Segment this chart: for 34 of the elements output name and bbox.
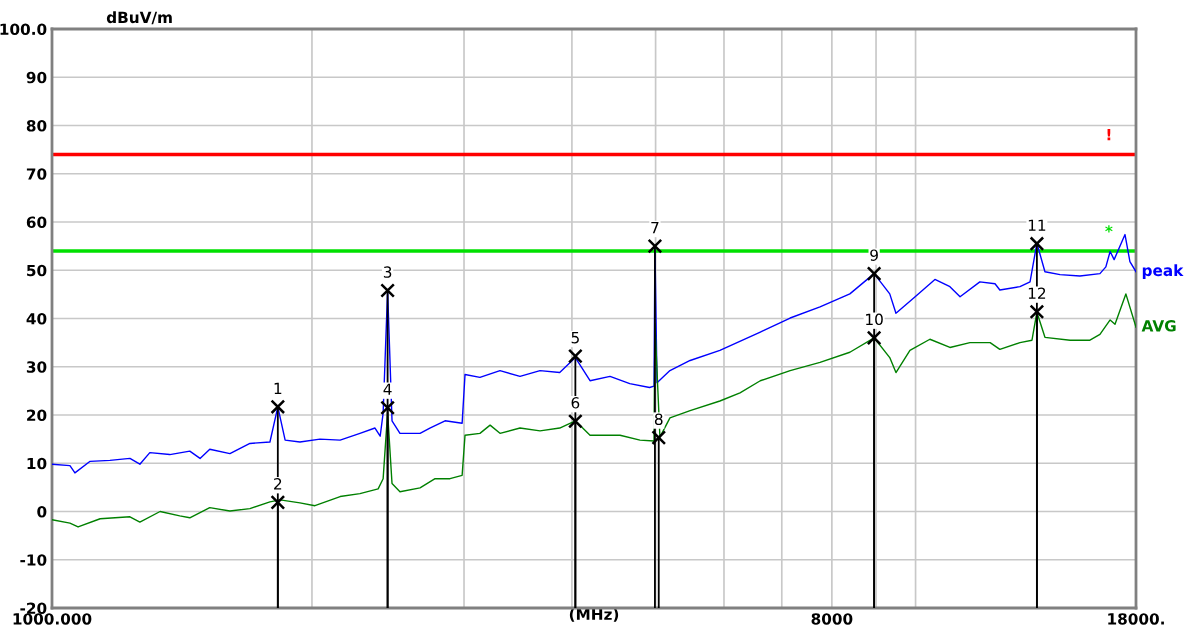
y-tick-label: 20	[27, 409, 47, 422]
annotation: 6	[571, 397, 580, 409]
y-tick-label: 0	[37, 505, 47, 518]
annotation: 4	[383, 383, 392, 395]
series-label: AVG	[1141, 320, 1176, 332]
y-tick-label: 100.0	[0, 23, 47, 36]
annotation: 5	[571, 332, 579, 344]
y-axis-title: dBuV/m	[106, 11, 172, 25]
annotation: 10	[866, 313, 883, 326]
y-tick-label: 30	[26, 361, 47, 373]
ref-line-label: *	[1105, 225, 1113, 233]
y-tick-label: 50	[27, 264, 47, 277]
y-tick-label: 10	[27, 457, 47, 470]
annotation: 9	[870, 249, 878, 261]
x-tick-label: 1000.000	[13, 613, 92, 625]
annotation: 7	[651, 222, 659, 234]
series-label: peak	[1142, 264, 1184, 280]
annotation: 3	[383, 266, 392, 278]
ref-line-label: !	[1107, 129, 1111, 141]
annotation: 12	[1028, 287, 1046, 299]
annotation: 2	[274, 478, 282, 490]
x-tick-label: 18000.	[1108, 613, 1164, 625]
annotation: 11	[1028, 219, 1046, 231]
x-tick-label: 8000	[811, 613, 853, 625]
y-tick-label: 70	[26, 168, 47, 180]
y-tick-label: -10	[20, 554, 47, 566]
y-tick-label: 90	[26, 71, 47, 84]
y-tick-label: 60	[26, 216, 47, 229]
y-tick-label: 80	[26, 119, 47, 132]
annotation: 1	[274, 382, 282, 394]
y-tick-label: 40	[26, 312, 47, 325]
x-axis-title: (MHz)	[569, 608, 619, 622]
y-tick-label: -20	[20, 602, 47, 615]
annotation: 8	[654, 413, 663, 425]
